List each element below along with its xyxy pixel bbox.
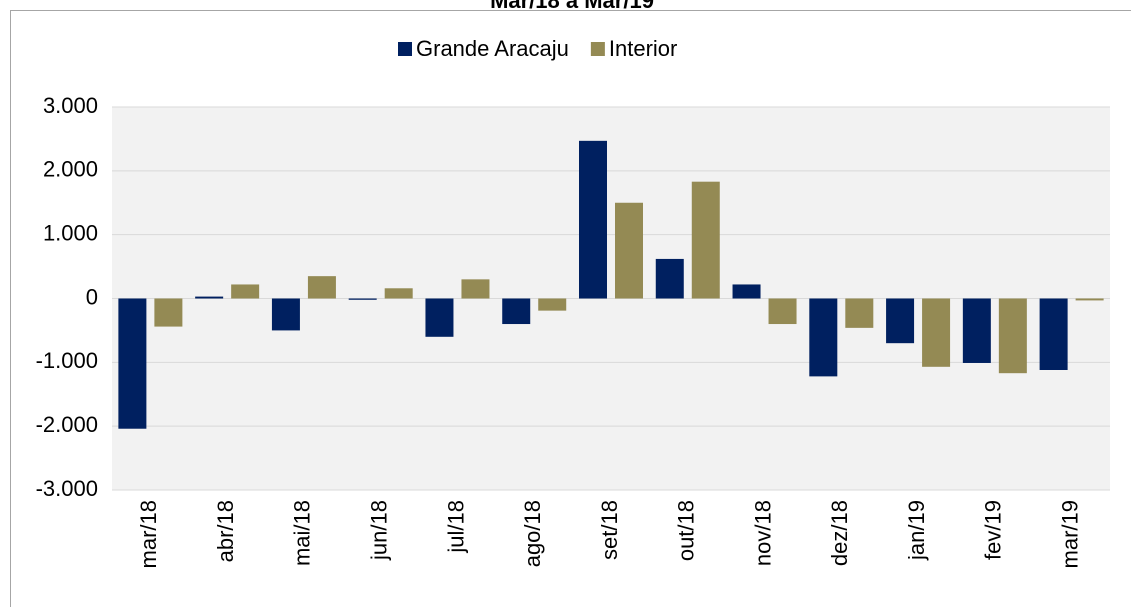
chart-title: Mar/18 a Mar/19 [490,0,654,13]
bar [1039,298,1068,370]
bar [231,284,260,299]
y-tick-label: 1.000 [43,220,98,245]
bar [461,279,490,299]
bar [154,298,183,327]
bar [502,298,531,325]
legend-swatch [398,42,412,56]
bar [845,298,874,328]
y-tick-label: 2.000 [43,157,98,182]
bar [118,298,147,429]
y-tick-label: -2.000 [36,412,98,437]
y-tick-label: 3.000 [43,93,98,118]
bar [768,298,797,325]
x-tick-label: ago/18 [520,500,545,567]
bar [691,181,720,299]
bar [579,140,607,299]
y-tick-label: -1.000 [36,348,98,373]
bar [732,284,761,299]
legend-label: Interior [609,36,677,61]
x-tick-label: jan/19 [904,500,929,561]
bar [195,296,224,299]
y-tick-label: -3.000 [36,476,98,501]
x-tick-label: jun/18 [367,500,392,561]
bar [809,298,838,377]
x-tick-label: abr/18 [213,500,238,562]
x-tick-label: mai/18 [290,500,315,566]
bar [425,298,454,337]
bar [348,298,377,300]
bar [922,298,951,367]
x-tick-label: mar/19 [1057,500,1082,568]
bar [307,276,336,299]
legend-label: Grande Aracaju [416,36,569,61]
bar [886,298,915,344]
bar [271,298,300,331]
x-tick-label: dez/18 [827,500,852,566]
bar [962,298,991,363]
x-tick-label: out/18 [674,500,699,561]
x-tick-label: mar/18 [136,500,161,568]
bar [384,288,413,299]
x-tick-label: jul/18 [443,500,468,554]
bar [655,258,684,299]
x-tick-label: nov/18 [750,500,775,566]
y-tick-label: 0 [86,284,98,309]
x-tick-label: fev/19 [981,500,1006,560]
legend-swatch [590,42,605,56]
x-tick-label: set/18 [597,500,622,560]
bar [615,202,643,299]
bar [1075,298,1104,301]
bar [998,298,1027,374]
bar [538,298,567,311]
